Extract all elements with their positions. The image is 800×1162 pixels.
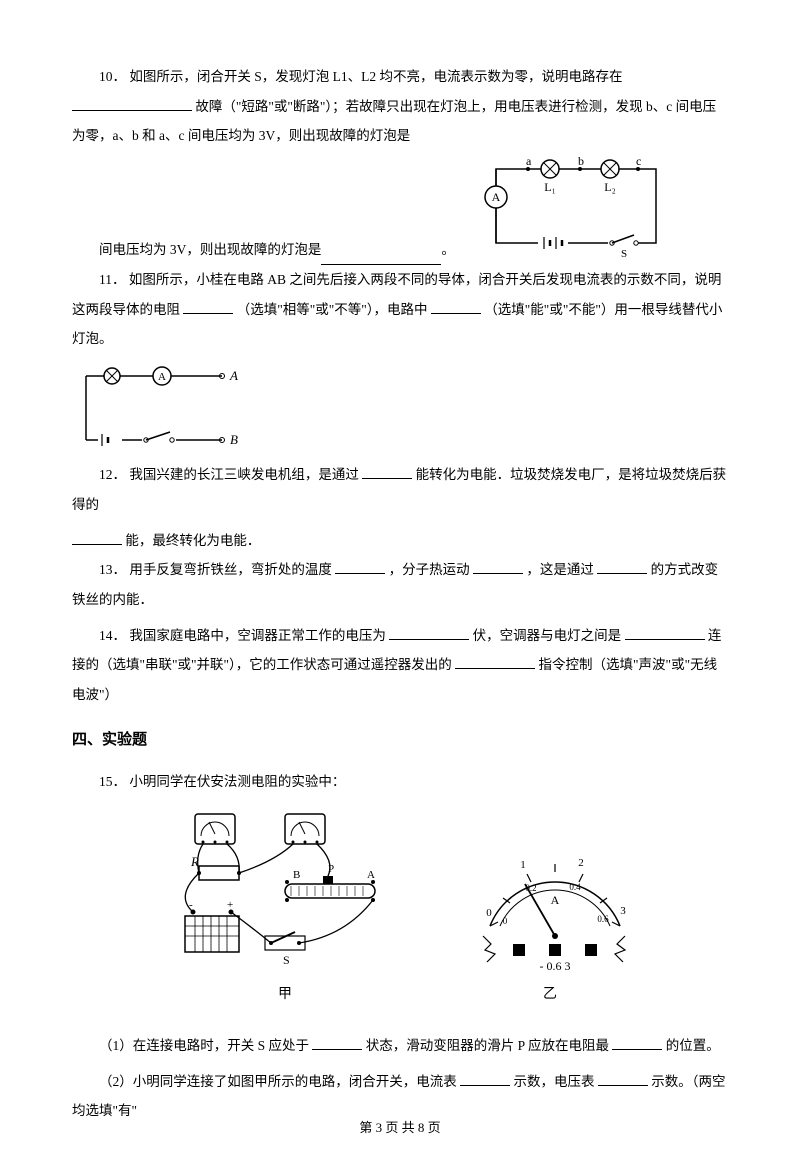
caption-yi: 乙 — [465, 980, 635, 1011]
q15-text2: 状态，滑动变阻器的滑片 P 应放在电阻最 — [366, 1038, 609, 1053]
caption-jia: 甲 — [165, 980, 405, 1011]
circuit-jia-icon: R B P A — [165, 806, 405, 976]
q15-number: 15． — [99, 774, 126, 789]
q10-trail: 间电压均为 3V，则出现故障的灯泡是 — [99, 235, 321, 265]
blank-field[interactable] — [431, 300, 481, 314]
svg-text:L₂: L₂ — [604, 180, 616, 194]
blank-field[interactable] — [612, 1037, 662, 1051]
circuit-q11-figure: A A B — [72, 362, 242, 452]
blank-field[interactable] — [312, 1037, 362, 1051]
q15-text0: 小明同学在伏安法测电阻的实验中： — [129, 774, 345, 789]
svg-text:3: 3 — [620, 905, 626, 917]
svg-text:A: A — [229, 368, 238, 383]
blank-field[interactable] — [455, 656, 535, 670]
svg-text:A: A — [158, 371, 166, 383]
q15-text4: （2）小明同学连接了如图甲所示的电路，闭合开关，电流表 — [99, 1074, 457, 1089]
q10-figure-row: 间电压均为 3V，则出现故障的灯泡是 。 A a b c L₁ L₂ — [72, 157, 728, 265]
q12-cont: 能，最终转化为电能． — [72, 526, 728, 556]
svg-text:- 0.6 3: - 0.6 3 — [540, 959, 571, 973]
q15-figures: R B P A — [72, 806, 728, 1011]
svg-text:0.4: 0.4 — [569, 882, 581, 892]
blank-field[interactable] — [335, 561, 385, 575]
page-footer: 第 3 页 共 8 页 — [0, 1114, 800, 1143]
q15-text5: 示数，电压表 — [514, 1074, 595, 1089]
blank-field[interactable] — [389, 626, 469, 640]
circuit-q10-figure: A a b c L₁ L₂ S — [478, 157, 668, 257]
svg-text:A: A — [551, 893, 560, 907]
svg-text:A: A — [367, 869, 375, 881]
svg-text:+: + — [227, 899, 233, 911]
svg-text:B: B — [293, 869, 300, 881]
svg-text:b: b — [578, 157, 584, 168]
question-12: 12． 我国兴建的长江三峡发电机组，是通过 能转化为电能．垃圾焚烧发电厂，是将垃… — [72, 460, 728, 519]
q12-text1: 我国兴建的长江三峡发电机组，是通过 — [129, 467, 359, 482]
q10-text3: 。 — [441, 235, 455, 265]
question-10: 10． 如图所示，闭合开关 S，发现灯泡 L1、L2 均不亮，电流表示数为零，说… — [72, 62, 728, 151]
blank-field[interactable] — [183, 300, 233, 314]
question-14: 14． 我国家庭电路中，空调器正常工作的电压为 伏，空调器与电灯之间是 连接的（… — [72, 621, 728, 710]
ammeter-yi-icon: 0 1 2 3 0 0.2 0.4 0.6 A - 0.6 3 — [465, 836, 635, 976]
q14-text2: 伏，空调器与电灯之间是 — [473, 628, 625, 643]
blank-field[interactable] — [625, 626, 705, 640]
figure-yi: 0 1 2 3 0 0.2 0.4 0.6 A - 0.6 3 乙 — [465, 836, 635, 1011]
blank-field[interactable] — [321, 252, 441, 266]
q13-text2: ，分子热运动 — [389, 562, 470, 577]
q10-text1: 如图所示，闭合开关 S，发现灯泡 L1、L2 均不亮，电流表示数为零，说明电路存… — [129, 69, 622, 84]
figure-jia: R B P A — [165, 806, 405, 1011]
q13-text3: ，这是通过 — [526, 562, 594, 577]
q10-number: 10． — [99, 69, 126, 84]
question-13: 13． 用手反复弯折铁丝，弯折处的温度 ，分子热运动 ，这是通过 的方式改变铁丝… — [72, 555, 728, 614]
svg-text:0: 0 — [503, 916, 508, 926]
svg-text:S: S — [283, 953, 290, 967]
blank-field[interactable] — [598, 1072, 648, 1086]
blank-field[interactable] — [473, 561, 523, 575]
q15-text3: 的位置。 — [666, 1038, 720, 1053]
q14-number: 14． — [99, 628, 126, 643]
q12-number: 12． — [99, 467, 126, 482]
blank-field[interactable] — [72, 531, 122, 545]
svg-text:1: 1 — [520, 859, 526, 871]
blank-field[interactable] — [597, 561, 647, 575]
q13-number: 13． — [99, 562, 126, 577]
svg-text:S: S — [621, 248, 627, 257]
blank-field[interactable] — [362, 466, 412, 480]
q11-text2: （选填"相等"或"不等"），电路中 — [237, 302, 428, 317]
q15-text1: （1）在连接电路时，开关 S 应处于 — [99, 1038, 309, 1053]
q14-text1: 我国家庭电路中，空调器正常工作的电压为 — [129, 628, 389, 643]
q15-part1: （1）在连接电路时，开关 S 应处于 状态，滑动变阻器的滑片 P 应放在电阻最 … — [72, 1031, 728, 1061]
blank-field[interactable] — [72, 97, 192, 111]
svg-text:2: 2 — [578, 857, 584, 869]
q11-number: 11． — [99, 272, 126, 287]
question-11: 11． 如图所示，小桂在电路 AB 之间先后接入两段不同的导体，闭合开关后发现电… — [72, 265, 728, 354]
svg-text:c: c — [636, 157, 641, 168]
svg-text:0: 0 — [486, 907, 492, 919]
svg-text:0.6: 0.6 — [597, 914, 609, 924]
section-4-title: 四、实验题 — [72, 724, 728, 757]
svg-text:a: a — [526, 157, 532, 168]
question-15: 15． 小明同学在伏安法测电阻的实验中： — [72, 767, 728, 797]
q12-text3: 能，最终转化为电能． — [125, 533, 260, 548]
svg-text:B: B — [230, 432, 238, 447]
svg-text:L₁: L₁ — [544, 180, 556, 194]
blank-field[interactable] — [460, 1072, 510, 1086]
q13-text1: 用手反复弯折铁丝，弯折处的温度 — [129, 562, 332, 577]
svg-text:A: A — [492, 190, 501, 204]
